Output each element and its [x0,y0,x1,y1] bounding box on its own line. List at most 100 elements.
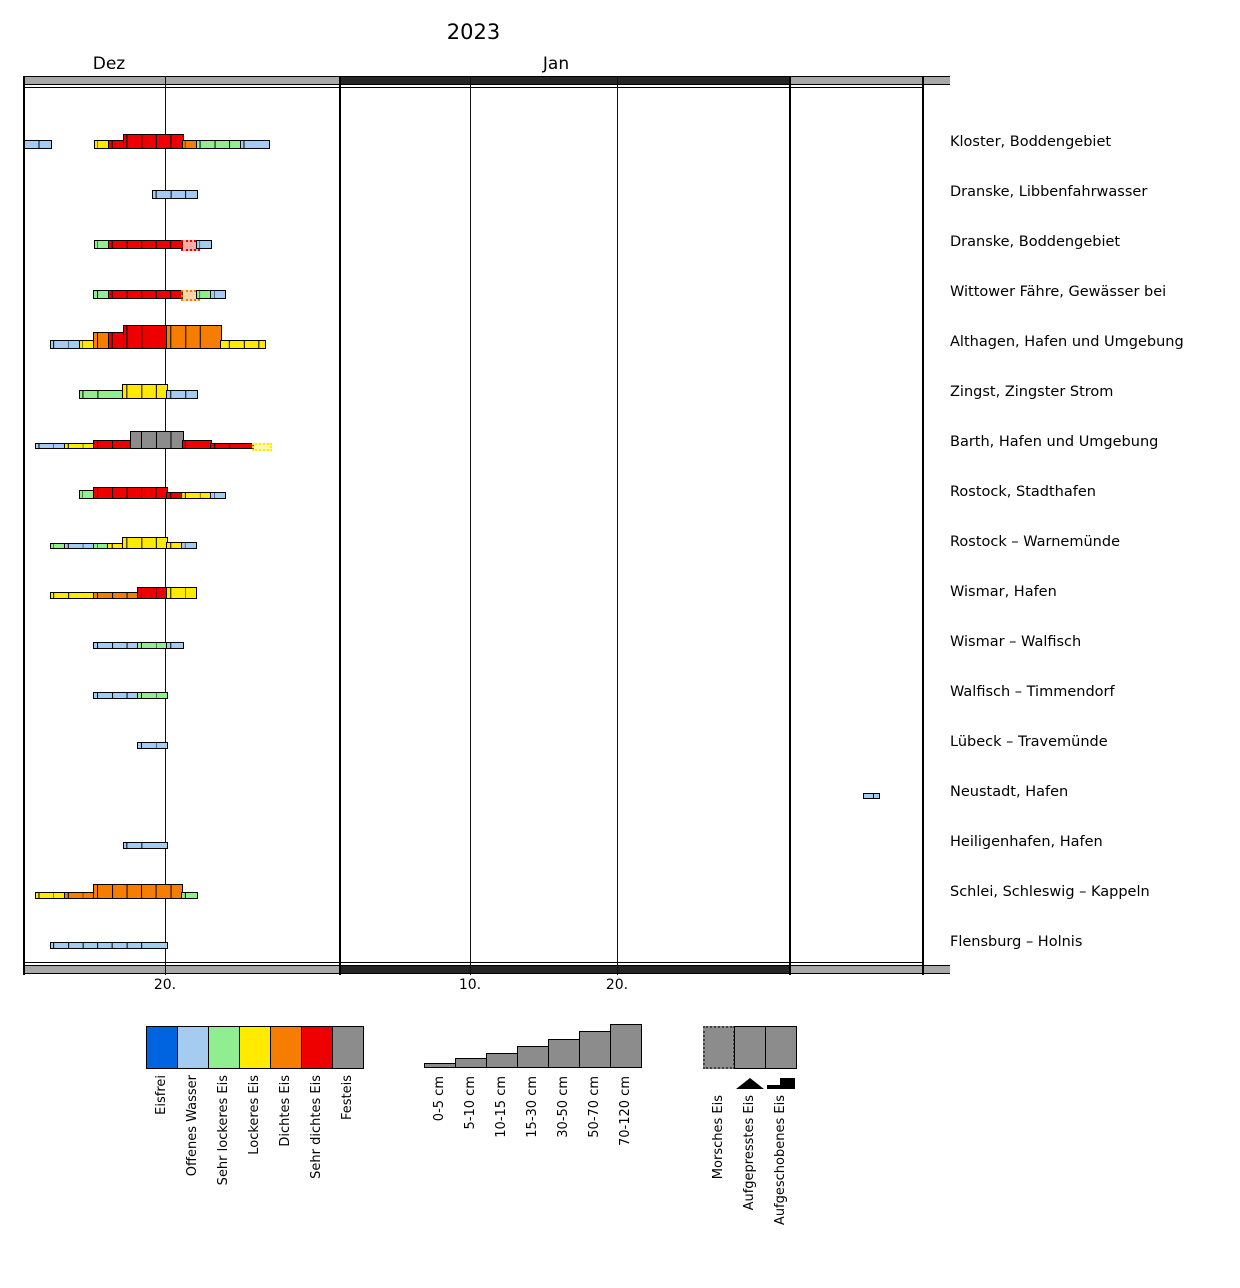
timeline-band [340,965,790,974]
ice-segment [123,134,184,149]
legend-box [239,1026,271,1069]
thickness-bar [579,1031,611,1068]
legend-box [177,1026,209,1069]
ice-segment [863,793,880,799]
ice-segment [93,487,168,499]
thickness-label: 10-15 cm [494,1076,509,1138]
ice-segment [122,537,168,549]
pressed-ice-icon [736,1078,764,1089]
special-box [765,1026,797,1069]
ice-segment [137,742,168,749]
ice-segment [64,892,95,899]
special-label: Aufgepresstes Eis [742,1095,757,1211]
ice-segment [35,443,66,449]
station-label: Wismar, Hafen [950,584,1057,600]
month-separator-line [789,76,791,975]
ice-segment [93,592,139,599]
thickness-label: 50-70 cm [587,1076,602,1138]
ice-segment [166,390,198,399]
thickness-bar [455,1058,487,1068]
timeline-band [790,76,950,85]
chart-title: 2023 [446,20,501,44]
grid-line [165,76,166,975]
frame-line [24,962,923,963]
pushed-ice-icon [767,1078,795,1089]
ice-segment [137,587,168,599]
ice-segment [240,140,270,149]
ice-segment [137,692,168,699]
legend-box [332,1026,364,1069]
ice-segment [137,642,168,649]
ice-segment [93,440,132,449]
ice-segment [93,642,139,649]
legend-box [270,1026,302,1069]
thickness-bar [424,1063,456,1068]
ice-segment [35,892,66,899]
axis-tick-label: 20. [605,977,629,993]
special-label: Morsches Eis [711,1095,726,1180]
legend-label: Sehr dichtes Eis [309,1075,324,1179]
ice-segment [93,692,139,699]
station-label: Wismar – Walfisch [950,634,1082,650]
ice-segment [166,642,184,649]
legend-label: Sehr lockeres Eis [216,1075,231,1186]
ice-segment [210,290,226,299]
ice-segment [196,240,212,249]
axis-tick-label: 20. [153,977,177,993]
thickness-bar [486,1053,518,1068]
ice-segment [130,431,184,449]
ice-segment [108,240,183,249]
timeline-band [24,965,340,974]
ice-segment [210,443,254,449]
ice-segment [152,190,198,199]
station-label: Flensburg – Holnis [950,934,1083,950]
station-label: Walfisch – Timmendorf [950,684,1115,700]
station-label: Neustadt, Hafen [950,784,1069,800]
legend-label: Dichtes Eis [278,1075,293,1147]
ice-segment [122,384,168,399]
station-label: Dranske, Boddengebiet [950,234,1121,250]
grid-line [470,76,471,975]
legend-label: Eisfrei [154,1075,169,1115]
ice-segment [196,140,242,149]
ice-segment [181,492,212,499]
month-label: Jan [542,54,570,74]
grid-line [617,76,618,975]
frame-line [922,76,924,975]
station-label: Kloster, Boddengebiet [950,134,1112,150]
timeline-band [340,76,790,85]
ice-segment [220,340,266,349]
ice-segment [93,884,183,899]
legend-label: Offenes Wasser [185,1075,200,1177]
legend-label: Festeis [340,1075,355,1121]
pushed-ice-icon-low [767,1085,783,1089]
thickness-bar [548,1039,580,1068]
axis-tick-label: 10. [458,977,482,993]
ice-segment [123,325,168,349]
thickness-bar [517,1046,549,1068]
timeline-band [24,76,340,85]
station-label: Wittower Fähre, Gewässer bei [950,284,1167,300]
thickness-label: 0-5 cm [432,1076,447,1122]
thickness-label: 70-120 cm [618,1076,633,1146]
ice-segment [181,542,197,549]
station-label: Dranske, Libbenfahrwasser [950,184,1148,200]
timeline-band [790,965,950,974]
month-label: Dez [92,54,126,74]
frame-line [24,87,923,88]
special-box [703,1026,735,1069]
station-label: Lübeck – Travemünde [950,734,1108,750]
ice-segment [108,290,183,299]
ice-segment [123,842,168,849]
station-label: Schlei, Schleswig – Kappeln [950,884,1150,900]
frame-line [23,76,25,975]
station-label: Rostock, Stadthafen [950,484,1096,500]
legend-box [208,1026,240,1069]
ice-segment [108,332,125,349]
ice-segment [166,587,197,599]
station-label: Rostock – Warnemünde [950,534,1120,550]
ice-segment [166,325,222,349]
ice-segment [210,492,226,499]
thickness-bar [610,1024,642,1068]
